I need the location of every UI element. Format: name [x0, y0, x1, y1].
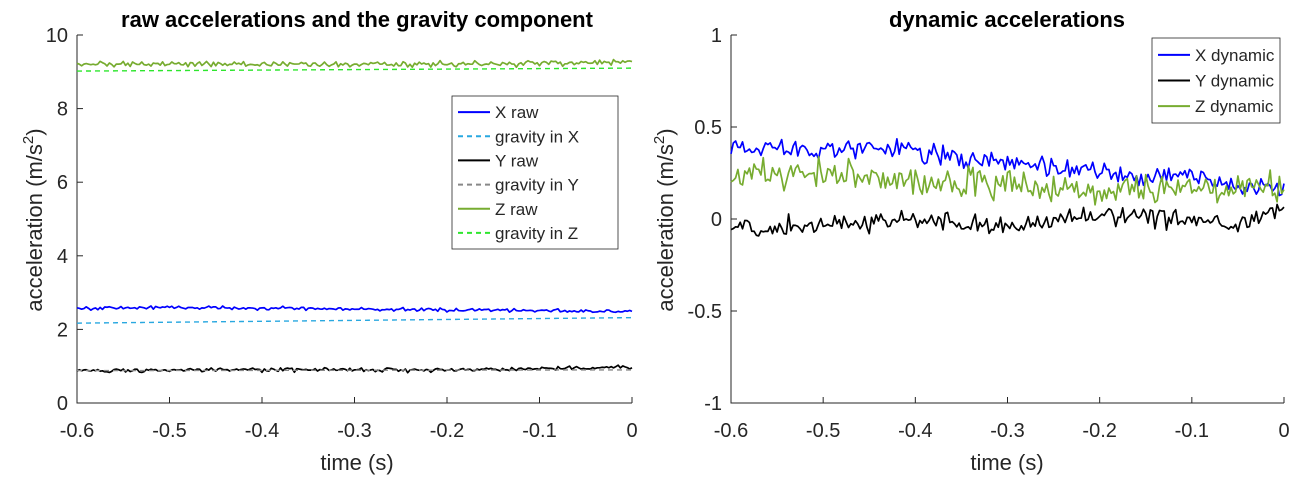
series-line-x-dynamic — [730, 138, 1285, 197]
legend-label: Z dynamic — [1195, 97, 1274, 116]
right-x-tick-label: -0.2 — [1082, 420, 1116, 442]
left-x-tick-label: -0.1 — [522, 420, 556, 442]
left-legend-box — [451, 95, 619, 250]
left-chart-title: raw accelerations and the gravity compon… — [121, 7, 594, 32]
left-y-label-sup: 2 — [20, 136, 37, 144]
right-x-tick-label: -0.6 — [714, 420, 748, 442]
series-line-y-raw — [76, 364, 633, 374]
right-y-tick-label: 0.5 — [694, 117, 722, 139]
legend-label: gravity in X — [495, 127, 579, 146]
right-y-label-main: acceleration (m/s — [653, 144, 678, 312]
left-x-tick-label: -0.2 — [430, 420, 464, 442]
right-x-tick-label: -0.4 — [898, 420, 932, 442]
left-legend: X raw gravity in X Y raw gravity in Y Z raw g… — [451, 95, 619, 250]
right-legend: X dynamic Y dynamic Z dynamic — [1151, 37, 1281, 124]
left-y-tick-label: 10 — [46, 25, 68, 47]
legend-label: Y raw — [495, 151, 539, 170]
right-y-axis-label: acceleration (m/s2) — [651, 128, 678, 311]
left-y-tick-label: 6 — [57, 172, 68, 194]
legend-label: gravity in Y — [495, 176, 579, 195]
right-plot-area: -0.6 -0.5 -0.4 -0.3 -0.2 -0.1 0 -1 -0.5 0 0.5 1 — [688, 25, 1290, 442]
left-plot-area: -0.6 -0.5 -0.4 -0.3 -0.2 -0.1 0 0 2 4 6 8 10 — [46, 25, 638, 442]
right-y-label-tail: ) — [653, 128, 678, 135]
right-x-tick-label: -0.1 — [1175, 420, 1209, 442]
series-line-y-dynamic — [730, 203, 1285, 237]
series-line-z-raw — [76, 58, 633, 69]
right-y-tick-label: -0.5 — [688, 301, 722, 323]
legend-label: Y dynamic — [1195, 72, 1275, 91]
left-x-tick-label: -0.4 — [245, 420, 279, 442]
series-line-gravity-in-z — [76, 67, 633, 72]
left-y-tick-label: 4 — [57, 246, 68, 268]
right-y-tick-label: 1 — [711, 25, 722, 47]
left-y-tick-label: 8 — [57, 99, 68, 121]
left-x-axis-label: time (s) — [320, 450, 393, 475]
left-y-tick-label: 0 — [57, 393, 68, 415]
left-y-axis-label: acceleration (m/s2) — [20, 128, 47, 311]
svg-text:acceleration (m/s2): acceleration (m/s2) — [20, 128, 47, 311]
left-x-tick-label: -0.6 — [60, 420, 94, 442]
left-x-tick-label: -0.3 — [337, 420, 371, 442]
series-line-z-dynamic — [730, 155, 1285, 206]
legend-label: gravity in Z — [495, 224, 578, 243]
legend-label: X dynamic — [1195, 46, 1275, 65]
series-line-gravity-in-x — [76, 316, 633, 324]
right-y-label-sup: 2 — [651, 136, 668, 144]
right-y-tick-label: -1 — [704, 393, 722, 415]
left-y-label-main: acceleration (m/s — [22, 144, 47, 312]
series-line-x-raw — [76, 305, 633, 314]
left-y-label-tail: ) — [22, 128, 47, 135]
left-chart-panel: raw accelerations and the gravity compon… — [20, 7, 638, 475]
right-y-tick-label: 0 — [711, 209, 722, 231]
right-chart-panel: dynamic accelerations time (s) accelerat… — [651, 7, 1290, 475]
right-x-tick-label: -0.3 — [990, 420, 1024, 442]
right-chart-title: dynamic accelerations — [889, 7, 1125, 32]
left-x-tick-label: 0 — [626, 420, 637, 442]
left-x-tick-label: -0.5 — [152, 420, 186, 442]
right-x-tick-label: 0 — [1278, 420, 1289, 442]
svg-text:acceleration (m/s2): acceleration (m/s2) — [651, 128, 678, 311]
left-y-tick-label: 2 — [57, 319, 68, 341]
right-x-tick-label: -0.5 — [806, 420, 840, 442]
right-x-axis-label: time (s) — [970, 450, 1043, 475]
series-line-gravity-in-y — [76, 369, 632, 372]
legend-label: X raw — [495, 103, 539, 122]
legend-label: Z raw — [495, 200, 538, 219]
